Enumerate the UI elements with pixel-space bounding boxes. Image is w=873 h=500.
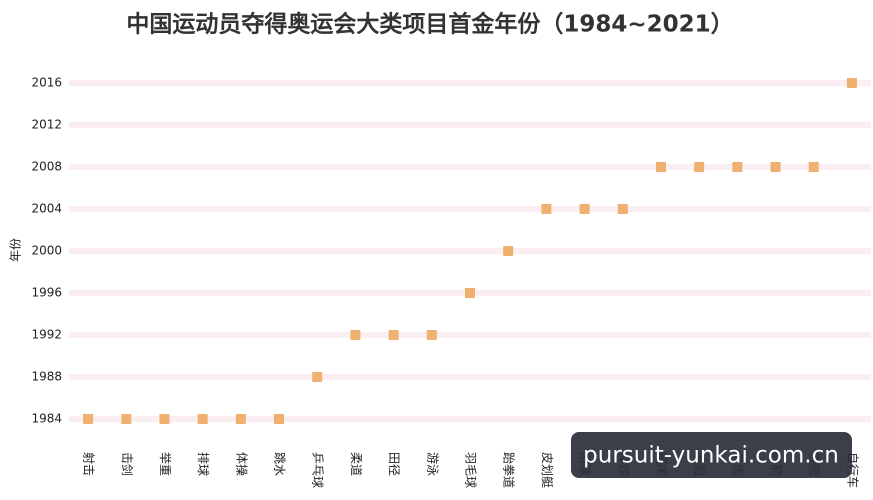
marker xyxy=(312,372,323,382)
y-tick-label: 1988 xyxy=(31,370,62,384)
y-tick-label: 2004 xyxy=(31,202,62,216)
y-tick-label: 2012 xyxy=(31,118,62,132)
marker xyxy=(235,414,246,424)
x-tick-label: 击剑 xyxy=(120,452,135,476)
marker xyxy=(159,414,170,424)
grid xyxy=(69,80,871,422)
y-tick-label: 1984 xyxy=(31,412,62,426)
x-tick-label: 皮划艇 xyxy=(540,452,554,488)
marker xyxy=(350,330,361,340)
watermark: pursuit-yunkai.com.cn xyxy=(571,432,852,478)
marker xyxy=(732,162,743,172)
marker xyxy=(83,414,94,424)
x-tick-label: 柔道 xyxy=(349,452,363,476)
marker xyxy=(655,162,666,172)
marker xyxy=(465,288,475,298)
y-tick-label: 2016 xyxy=(31,76,62,90)
y-tick-label: 1992 xyxy=(31,328,62,342)
x-tick-label: 田径 xyxy=(387,452,401,476)
x-tick-label: 游泳 xyxy=(425,452,439,476)
marker xyxy=(694,162,705,172)
x-tick-label: 跆拳道 xyxy=(502,452,517,488)
marker xyxy=(808,162,819,172)
marker xyxy=(541,204,552,214)
watermark-box xyxy=(571,432,852,478)
watermark-text: pursuit-yunkai.com.cn xyxy=(583,443,839,469)
marker xyxy=(274,414,285,424)
x-tick-label: 体操 xyxy=(234,452,249,476)
y-tick-label: 2008 xyxy=(31,160,62,174)
x-tick-label: 乒乓球 xyxy=(311,452,325,488)
marker xyxy=(426,330,437,340)
x-tick-label: 射击 xyxy=(82,452,97,476)
marker xyxy=(503,246,514,256)
marks xyxy=(83,78,857,424)
chart-title: 中国运动员夺得奥运会大类项目首金年份（1984~2021） xyxy=(126,11,733,38)
marker xyxy=(846,78,857,88)
x-tick-label: 排球 xyxy=(196,452,210,476)
marker xyxy=(617,204,628,214)
marker xyxy=(121,414,132,424)
y-axis-label: 年份 xyxy=(9,238,23,262)
marker xyxy=(197,414,208,424)
marker xyxy=(388,330,399,340)
y-tick-label: 2000 xyxy=(31,244,62,258)
x-tick-label: 跳水 xyxy=(273,452,287,476)
y-tick-label: 1996 xyxy=(31,286,62,300)
marker xyxy=(770,162,781,172)
x-tick-label: 举重 xyxy=(158,452,172,476)
marker xyxy=(579,204,590,214)
x-tick-label: 羽毛球 xyxy=(464,452,478,488)
